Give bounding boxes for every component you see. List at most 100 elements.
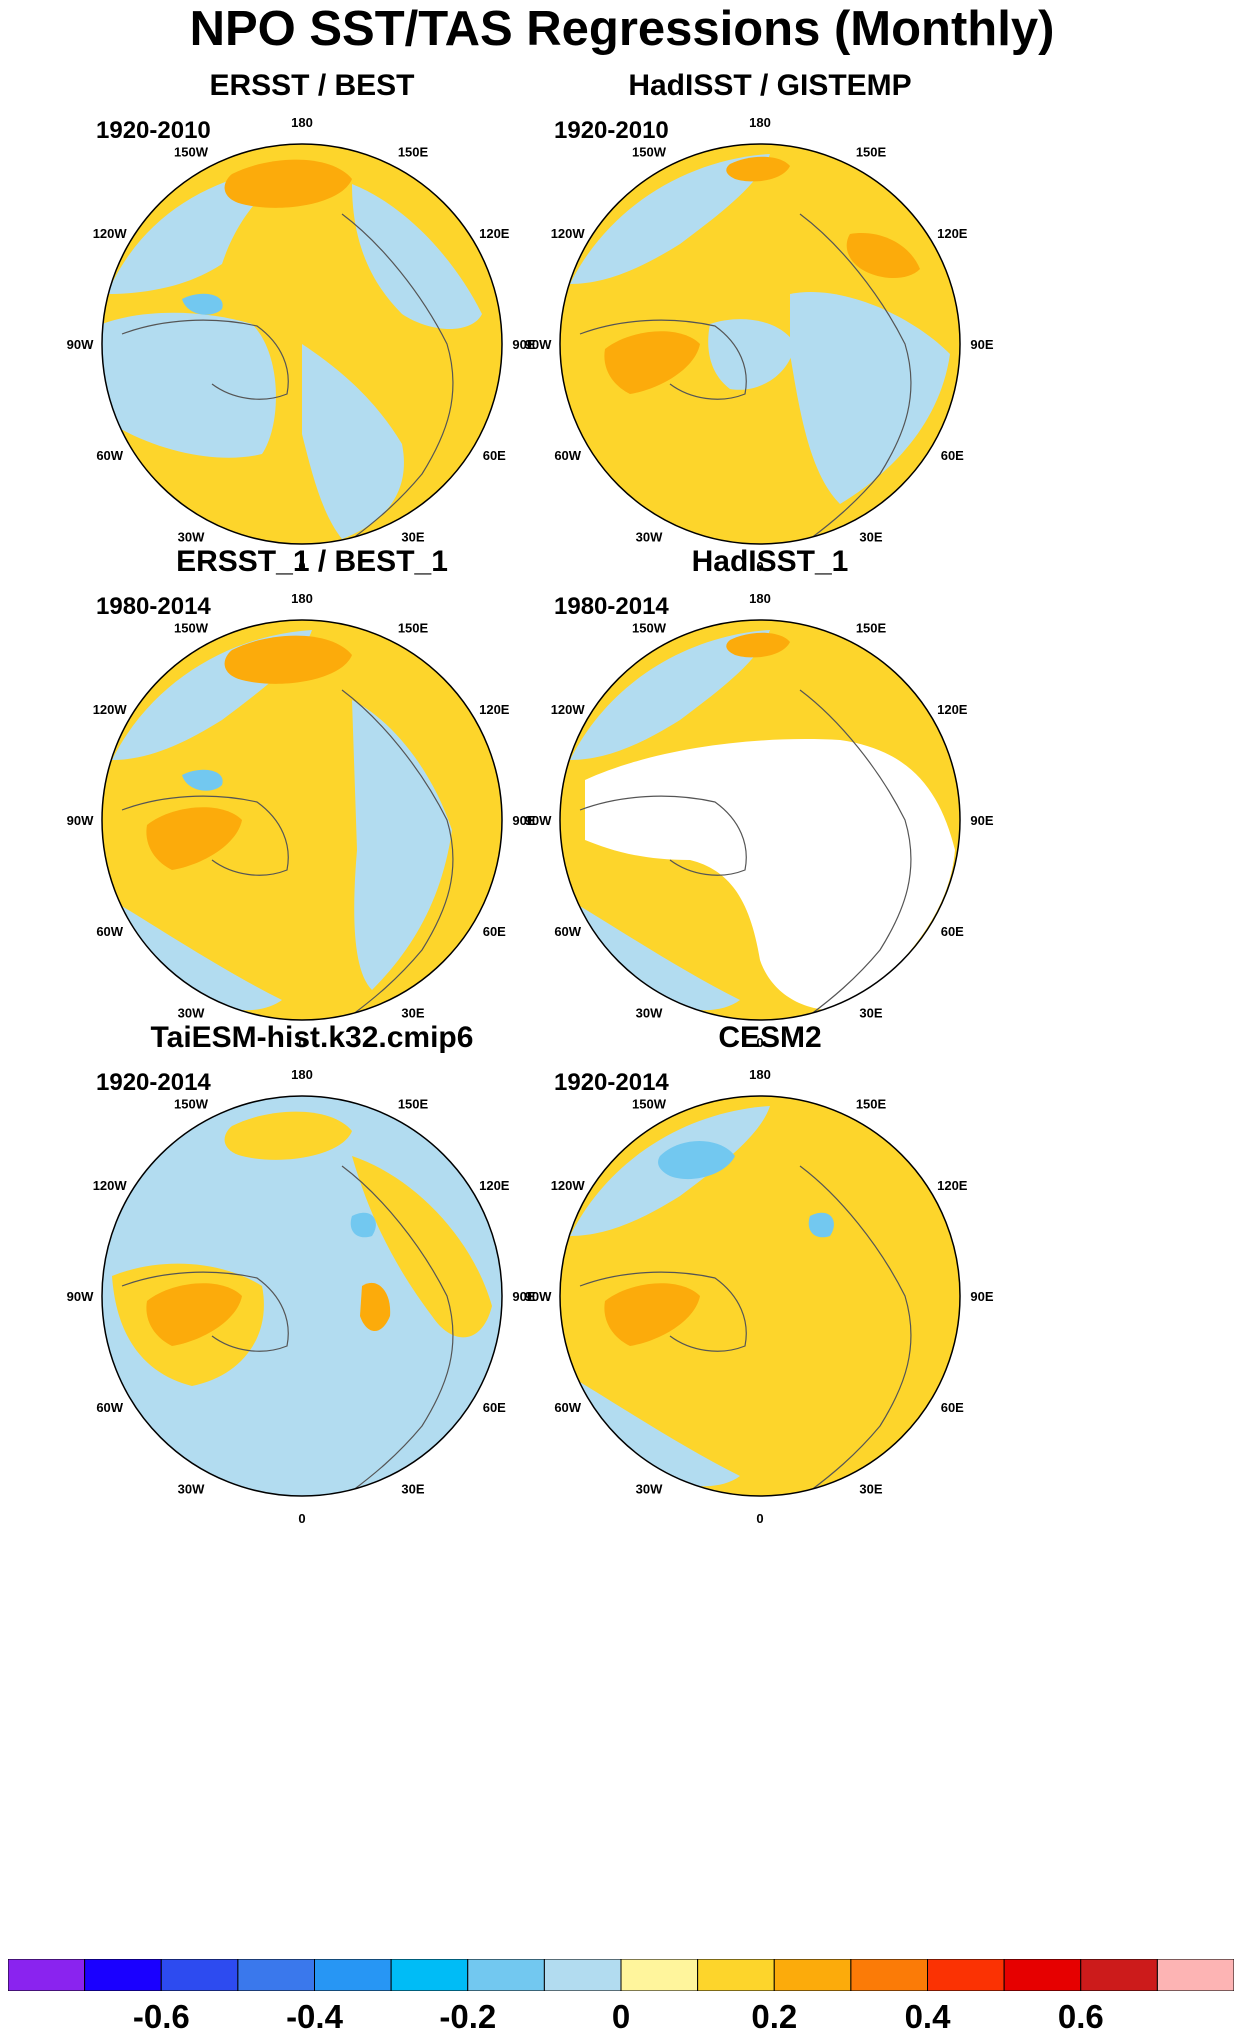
anomaly-region [182, 769, 223, 791]
anomaly-region [102, 312, 276, 458]
longitude-label: 30E [859, 529, 882, 544]
longitude-label: 90W [67, 337, 94, 352]
colorbar-swatch [467, 1959, 545, 1991]
longitude-label: 120E [937, 1178, 968, 1193]
longitude-label: 60E [483, 448, 506, 463]
polar-map: 180 150E 120E 90E 60E 30E 0 30W 60W 90W 120W 150W [525, 1067, 994, 1526]
longitude-label: 150W [632, 1097, 667, 1112]
colorbar-tick-label: -0.2 [439, 1998, 497, 2035]
anomaly-region [302, 344, 404, 539]
longitude-label: 150W [632, 621, 667, 636]
longitude-label: 120E [479, 1178, 510, 1193]
longitude-label: 0 [298, 1511, 305, 1526]
longitude-label: 180 [291, 115, 313, 130]
anomaly-region [658, 1141, 735, 1180]
longitude-label: 180 [291, 1067, 313, 1082]
coastline [579, 319, 747, 400]
colorbar-swatch [927, 1959, 1005, 1991]
panel-title: CESM2 [718, 1021, 822, 1054]
colorbar-swatch [773, 1959, 852, 1991]
coastline [121, 795, 289, 876]
anomaly-region [146, 807, 242, 870]
map-border [559, 1095, 961, 1497]
longitude-label: 90W [525, 337, 552, 352]
coastline [341, 1165, 454, 1492]
longitude-label: 60W [96, 1400, 123, 1415]
longitude-label: 60W [554, 924, 581, 939]
colorbar-swatch [390, 1959, 469, 1991]
colorbar-tick-label: 0 [611, 1998, 631, 2035]
panel-period: 1920-2010 [554, 117, 669, 144]
anomaly-region [352, 1156, 492, 1338]
anomaly-region [570, 154, 770, 284]
map-panel: ERSST / BEST 1920-2010 180 150E 120E 90E 60E 30… [52, 68, 572, 628]
longitude-label: 30W [636, 1481, 663, 1496]
panel-period: 1920-2010 [96, 117, 211, 144]
longitude-label: 150E [398, 1097, 429, 1112]
anomaly-region [224, 635, 352, 684]
longitude-label: 60E [941, 924, 964, 939]
longitude-label: 120W [551, 702, 586, 717]
map-panel: CESM2 1920-2014 180 150E 120E 90E 60E 30E 0 30W 60… [510, 1020, 1030, 1580]
colorbar-swatch [620, 1959, 699, 1991]
longitude-label: 90E [970, 337, 993, 352]
longitude-label: 150E [856, 145, 887, 160]
longitude-label: 60E [941, 1400, 964, 1415]
panel-title: ERSST / BEST [209, 69, 415, 102]
colorbar-swatch [8, 1959, 86, 1991]
panel-period: 1980-2014 [96, 593, 211, 620]
map-border [101, 143, 503, 545]
colorbar-swatch [314, 1959, 392, 1991]
longitude-label: 150E [856, 1097, 887, 1112]
anomaly-region [360, 1282, 391, 1331]
figure-title: NPO SST/TAS Regressions (Monthly) [189, 2, 1055, 56]
anomaly-region [570, 1376, 740, 1487]
longitude-label: 180 [749, 1067, 771, 1082]
polar-map: 180 150E 120E 90E 60E 30E 0 30W 60W 90W 120W 150W [525, 591, 994, 1050]
panel-title: ERSST_1 / BEST_1 [176, 545, 448, 578]
longitude-label: 180 [749, 591, 771, 606]
longitude-label: 60W [554, 448, 581, 463]
longitude-label: 150W [174, 1097, 209, 1112]
longitude-label: 120W [93, 1178, 128, 1193]
colorbar-swatch [543, 1959, 622, 1991]
longitude-label: 90W [525, 1289, 552, 1304]
colorbar-tick-label: 0.4 [904, 1998, 951, 2035]
longitude-label: 150W [174, 621, 209, 636]
longitude-label: 120W [93, 702, 128, 717]
anomaly-region [708, 319, 795, 390]
longitude-label: 180 [291, 591, 313, 606]
longitude-label: 30E [401, 529, 424, 544]
longitude-label: 90E [512, 813, 535, 828]
coastline [341, 689, 454, 1016]
longitude-label: 0 [756, 559, 763, 574]
anomaly-region [726, 156, 790, 182]
longitude-label: 150W [632, 145, 667, 160]
longitude-label: 30E [401, 1481, 424, 1496]
map-border [559, 143, 961, 545]
panel-period: 1920-2014 [96, 1069, 211, 1096]
longitude-label: 120E [937, 702, 968, 717]
map-panel: HadISST / GISTEMP 1920-2010 180 150E 120E 90E… [510, 68, 1030, 628]
map-border [559, 619, 961, 1021]
coastline [799, 1165, 912, 1492]
longitude-label: 90E [512, 1289, 535, 1304]
longitude-label: 60E [483, 1400, 506, 1415]
longitude-label: 0 [298, 1035, 305, 1050]
coastline [579, 795, 747, 876]
coastline [579, 1271, 747, 1352]
anomaly-region [808, 1212, 834, 1238]
colorbar-swatch [1003, 1959, 1082, 1991]
panel-title: HadISST_1 [691, 545, 849, 578]
longitude-label: 90W [525, 813, 552, 828]
anomaly-region [790, 292, 950, 504]
colorbar-tick-label: -0.6 [132, 1998, 190, 2035]
polar-map: 180 150E 120E 90E 60E 30E 0 30W 60W 90W 120W 150W [67, 1067, 536, 1526]
longitude-label: 120E [479, 226, 510, 241]
map-border [101, 619, 503, 1021]
longitude-label: 30W [178, 529, 205, 544]
longitude-label: 90W [67, 1289, 94, 1304]
longitude-label: 150E [398, 145, 429, 160]
longitude-label: 0 [756, 1511, 763, 1526]
map-border [101, 1095, 503, 1497]
